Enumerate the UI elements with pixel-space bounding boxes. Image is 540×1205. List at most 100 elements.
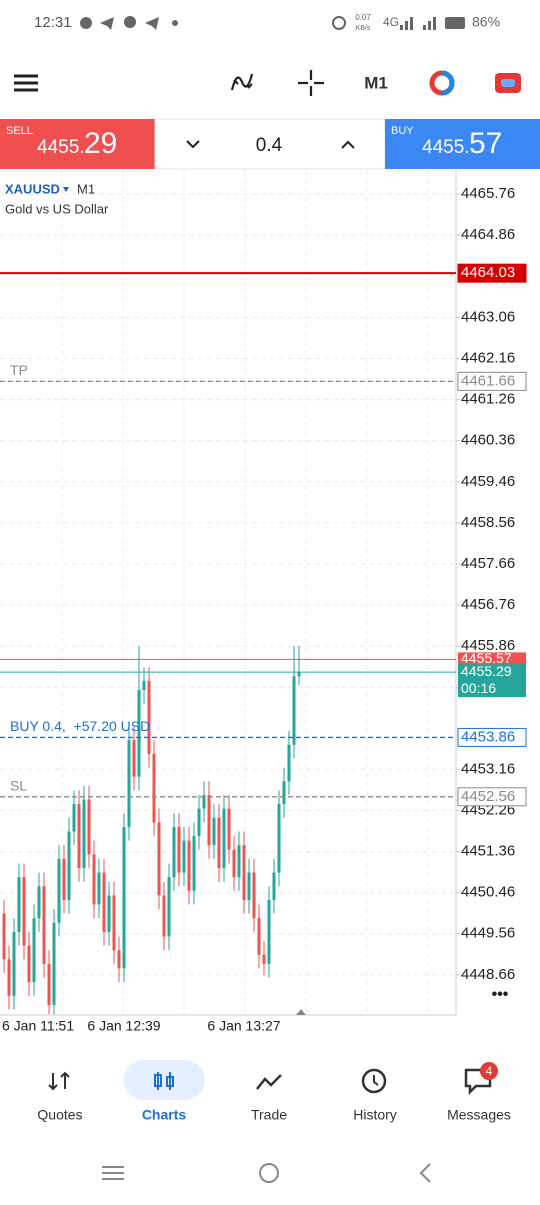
candle-body — [117, 950, 121, 969]
nav-label[interactable]: Trade — [251, 1107, 287, 1123]
candle-body — [147, 680, 151, 754]
level-price: 4452.56 — [461, 788, 515, 805]
y-tick-label: 4457.66 — [461, 555, 515, 572]
buy-button[interactable] — [385, 119, 540, 169]
level-price: 4453.86 — [461, 728, 515, 745]
level-price-box — [457, 727, 527, 747]
candle-body — [217, 817, 221, 869]
volume-down[interactable] — [186, 140, 200, 149]
buy-label: BUY — [391, 125, 414, 137]
candle-body — [242, 845, 246, 900]
y-tick-label: 4458.56 — [461, 514, 515, 531]
candle-body — [12, 931, 16, 996]
menu-button[interactable] — [14, 74, 38, 92]
y-tick-label: 4450.46 — [461, 884, 515, 901]
candle-body — [212, 817, 216, 846]
volume[interactable]: 0.4 — [256, 135, 283, 156]
candle-body — [17, 877, 21, 932]
more-button[interactable]: ••• — [492, 986, 509, 1003]
y-tick-label: 4464.86 — [461, 226, 515, 243]
alarm-icon — [332, 16, 346, 30]
candle-body — [112, 895, 116, 951]
candle-body — [167, 877, 171, 937]
candle-body — [132, 740, 136, 777]
candle-body — [272, 872, 276, 900]
y-tick-label: 4456.76 — [461, 596, 515, 613]
sell-price-main: 4455. — [37, 137, 85, 158]
candle-body — [52, 922, 56, 1005]
recent-apps[interactable] — [102, 1166, 124, 1180]
y-tick-label: 4451.36 — [461, 843, 515, 860]
candle-body — [297, 672, 301, 677]
candle-body — [122, 826, 126, 969]
nav-label[interactable]: Messages — [447, 1107, 511, 1123]
level-price-box — [457, 263, 527, 283]
candle-body — [267, 899, 271, 964]
y-tick-label: 4449.56 — [461, 925, 515, 942]
back-button[interactable] — [419, 1163, 431, 1183]
history-hand — [373, 1075, 379, 1086]
candle-body — [42, 886, 46, 964]
x-tick-label: 6 Jan 12:39 — [87, 1018, 160, 1034]
nav-label[interactable]: History — [353, 1107, 397, 1123]
y-tick-label: 4453.16 — [461, 760, 515, 777]
sell-label: SELL — [6, 125, 33, 137]
y-tick-label: 4461.26 — [461, 391, 515, 408]
candle-body — [87, 799, 91, 855]
candle-body — [257, 918, 261, 955]
candle-body — [47, 963, 51, 1005]
home-button[interactable] — [259, 1163, 279, 1183]
candle-body — [292, 676, 296, 745]
y-tick-label: 4448.66 — [461, 966, 515, 983]
bid-box — [458, 664, 526, 698]
charts-icon-part — [166, 1076, 174, 1087]
nav-label[interactable]: Quotes — [37, 1107, 82, 1123]
chart-description: Gold vs US Dollar — [5, 201, 109, 216]
timeframe-button[interactable]: M1 — [364, 73, 388, 92]
bid-label: 4455.29 — [461, 663, 512, 679]
candle-body — [142, 680, 146, 690]
y-tick-label: 4462.16 — [461, 350, 515, 367]
y-tick-label: 4455.86 — [461, 637, 515, 654]
broker-icon-part — [441, 70, 455, 96]
battery: 86% — [472, 14, 500, 30]
volume-up[interactable] — [341, 140, 355, 149]
net-speed: 0.07 — [355, 13, 371, 22]
status-time: 12:31 — [34, 14, 72, 31]
candle-body — [152, 753, 156, 823]
nav-label[interactable]: Charts — [142, 1107, 187, 1123]
candle-body — [207, 794, 211, 846]
candle-body — [182, 840, 186, 873]
y-tick-label: 4465.76 — [461, 185, 515, 202]
candle-body — [107, 895, 111, 932]
battery-icon — [445, 17, 465, 29]
candle-body — [2, 913, 6, 960]
level-label: TP — [10, 362, 28, 378]
level-price: 4461.66 — [461, 372, 515, 389]
badge-bg — [480, 1062, 498, 1080]
ask-box — [458, 652, 526, 667]
level-price-box — [457, 371, 527, 391]
symbol-dropdown[interactable] — [63, 187, 69, 192]
sell-button[interactable] — [0, 119, 155, 169]
candle-body — [137, 689, 141, 777]
candle-body — [97, 872, 101, 905]
charts-icon — [154, 1074, 162, 1087]
scroll-marker — [296, 1009, 306, 1015]
candle-body — [202, 794, 206, 809]
candle-body — [287, 744, 291, 782]
candle-body — [172, 826, 176, 878]
candle-body — [277, 804, 281, 873]
indicators-button[interactable] — [230, 73, 254, 91]
crosshair-button[interactable] — [298, 70, 324, 96]
candle-body — [7, 959, 11, 996]
candle-body — [197, 808, 201, 837]
candle-body — [72, 804, 76, 832]
candle-body — [102, 872, 106, 932]
x-tick-label: 6 Jan 11:51 — [2, 1018, 74, 1034]
buy-price-pips: 57 — [469, 127, 502, 160]
quotes-icon — [48, 1071, 70, 1091]
